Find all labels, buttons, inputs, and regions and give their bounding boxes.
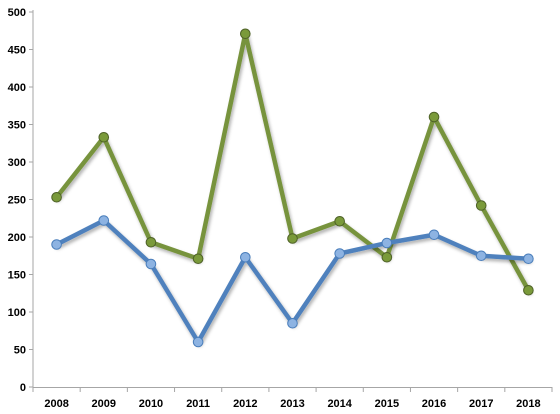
x-tick-label: 2017 [469,398,493,410]
data-point [334,215,345,227]
y-tick-label: 50 [14,345,26,357]
y-tick-label: 200 [8,232,26,244]
x-tick-label: 2009 [92,398,116,410]
y-tick-label: 300 [8,157,26,169]
data-point [381,251,393,263]
data-point [381,237,393,249]
y-tick-label: 450 [8,45,26,57]
x-tick-label: 2011 [186,398,210,410]
series-layer [51,28,534,348]
series-2 [51,215,534,348]
series-line [54,31,531,293]
y-axis-ticks: 0 50 100 150 200 250 300 350 400 450 500 [8,7,33,394]
data-point [287,233,298,244]
x-tick-label: 2014 [327,398,352,410]
data-point [240,251,251,263]
y-tick-label: 150 [8,270,26,282]
x-axis-ticks: 2008 2009 2010 2011 2012 2013 2014 2015 2016 2017… [32,387,553,410]
data-point [523,253,534,265]
x-tick-label: 2010 [139,398,163,410]
data-point [475,250,487,262]
data-point [240,28,251,40]
data-point [192,253,204,265]
y-tick-label: 0 [20,382,26,394]
x-tick-label: 2013 [280,398,304,410]
data-point [192,336,204,348]
data-point [428,111,440,123]
data-point [98,215,110,226]
x-tick-label: 2016 [422,398,446,410]
x-tick-label: 2008 [44,398,68,410]
y-tick-label: 100 [8,307,26,319]
data-point [523,284,534,296]
data-point [475,200,487,211]
data-point [428,229,440,241]
y-tick-label: 350 [8,120,26,132]
x-tick-label: 2012 [233,398,257,410]
series-1 [51,28,534,296]
data-point [334,248,345,259]
data-point [98,131,110,143]
x-tick-label: 2015 [375,398,399,410]
data-point [287,317,298,329]
data-point [145,258,157,270]
data-point [145,236,157,248]
y-tick-label: 400 [8,82,26,94]
data-point [51,191,62,203]
y-tick-label: 250 [8,195,26,207]
data-point [51,239,62,250]
x-tick-label: 2018 [516,398,540,410]
y-tick-label: 500 [8,7,26,19]
